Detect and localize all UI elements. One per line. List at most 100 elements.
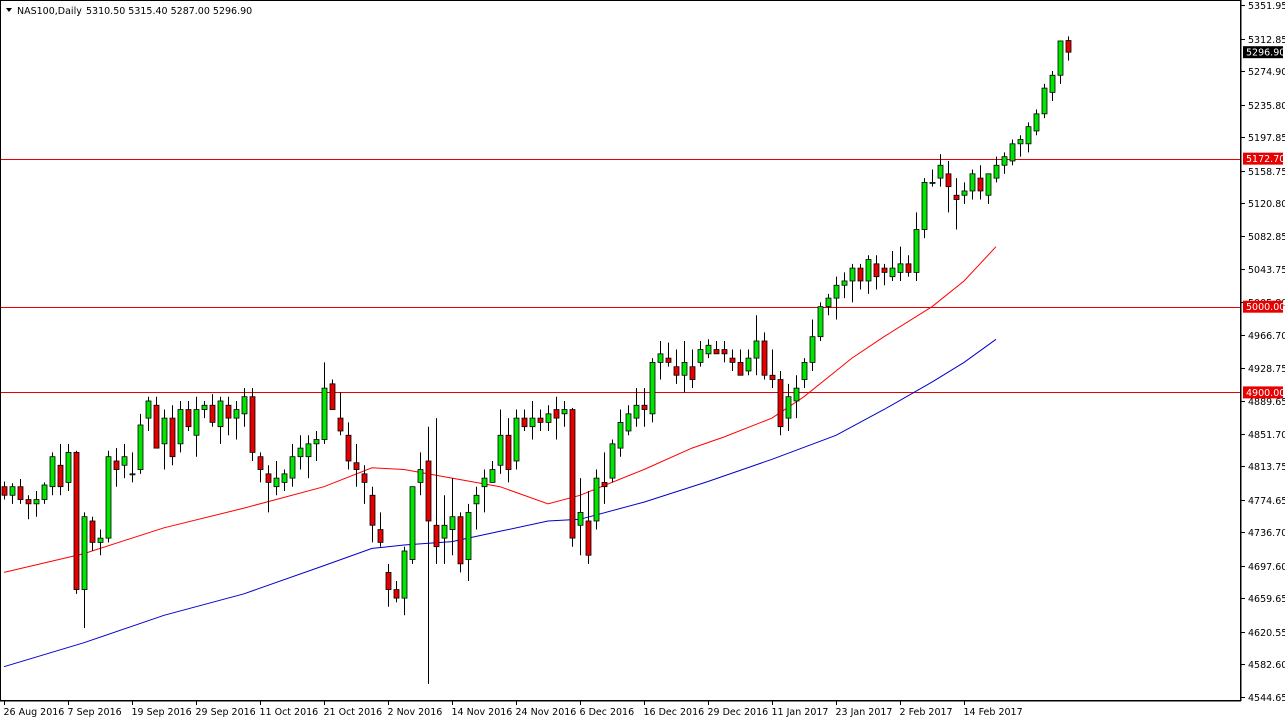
candle	[441, 495, 448, 564]
y-tick-label: 5235.80	[1248, 101, 1285, 112]
candle	[633, 388, 640, 427]
candle	[201, 400, 208, 419]
candle	[745, 349, 752, 376]
candle	[465, 503, 472, 581]
candle-body-bull	[137, 424, 144, 470]
candle	[561, 400, 568, 427]
chart-header: NAS100,Daily 5310.50 5315.40 5287.00 529…	[6, 6, 252, 17]
candle-body-bear	[257, 456, 264, 470]
candle-body-bull	[473, 494, 480, 505]
candle	[473, 486, 480, 530]
candle	[241, 388, 248, 427]
candle	[233, 400, 240, 440]
candle	[753, 315, 760, 376]
candle-body-bull	[561, 409, 568, 415]
candle	[585, 490, 592, 564]
candle-body-bear	[777, 379, 784, 428]
candle-body-bull	[993, 164, 1000, 179]
candle-body-bear	[73, 452, 80, 590]
candle-body-bear	[25, 499, 32, 505]
y-tick-label: 4966.70	[1248, 331, 1285, 342]
candle-body-bull	[841, 280, 848, 286]
candle	[73, 450, 80, 594]
candle	[625, 405, 632, 436]
x-tick-label: 24 Nov 2016	[516, 707, 577, 718]
y-tick-label: 4928.75	[1248, 364, 1285, 375]
candle-body-bull	[897, 263, 904, 273]
candle	[641, 388, 648, 427]
candle-body-bear	[457, 516, 464, 565]
candle	[209, 394, 216, 427]
candle	[273, 460, 280, 496]
candle-body-bull	[937, 164, 944, 179]
y-tick-label: 4659.65	[1248, 594, 1285, 605]
candle-body-bear	[329, 383, 336, 410]
candle-body-bull	[481, 477, 488, 488]
candle-body-bull	[681, 362, 688, 376]
candle	[1017, 135, 1024, 157]
candle-body-bull	[849, 267, 856, 282]
candle-body-bull	[889, 267, 896, 278]
candle	[977, 165, 984, 200]
y-tick-label: 5351.95	[1248, 1, 1285, 12]
candle	[841, 272, 848, 299]
candle	[521, 409, 528, 431]
candle-body-bear	[225, 404, 232, 419]
time-axis: 26 Aug 2016 7 Sep 2016 19 Sep 2016 29 Sep 2…	[4, 701, 1023, 718]
candle-body-bear	[1065, 40, 1072, 53]
candle	[377, 512, 384, 547]
collapse-triangle-icon[interactable]	[6, 8, 12, 12]
candle-body-bull	[305, 443, 312, 458]
candles	[1, 36, 1072, 684]
candle	[673, 349, 680, 384]
candle-body-bear	[353, 462, 360, 470]
price-tags: 5172.70 5000.00 4900.00 5296.90	[1243, 46, 1285, 399]
candle-body-bear	[537, 417, 544, 423]
candle-body-bull	[401, 550, 408, 599]
y-tick-label: 4544.65	[1248, 693, 1285, 704]
candle-body-bear	[905, 263, 912, 273]
candle-body-bear	[641, 404, 648, 410]
candle-body-bull	[705, 344, 712, 355]
candle	[1057, 40, 1064, 84]
candle-body-bull	[1001, 156, 1008, 166]
candle	[913, 212, 920, 281]
candle	[1065, 36, 1072, 61]
candle-body-bull	[1041, 87, 1048, 115]
candle	[65, 443, 72, 491]
candle	[825, 293, 832, 316]
x-tick-label: 14 Nov 2016	[452, 707, 513, 718]
candle	[1025, 122, 1032, 153]
level-price-tag-bg	[1243, 300, 1283, 313]
candle	[105, 450, 112, 543]
candle-body-bear	[569, 409, 576, 539]
candle-body-bear	[345, 434, 352, 462]
x-tick-label: 6 Dec 2016	[580, 707, 635, 718]
level-price-tag: 5000.00	[1243, 300, 1285, 313]
candle-body-bear	[881, 267, 888, 273]
candle-body-bull	[913, 229, 920, 273]
candle	[985, 173, 992, 204]
candle-body-bull	[33, 499, 40, 505]
candle	[737, 349, 744, 376]
candle	[681, 340, 688, 393]
candle-body-bull	[801, 362, 808, 380]
candle	[809, 319, 816, 371]
candle-body-bear	[713, 349, 720, 355]
current-price-tag: 5296.90	[1243, 46, 1285, 59]
candle	[449, 478, 456, 556]
candle	[225, 396, 232, 436]
price-axis: 5351.95 5312.85 5274.90 5235.80 5197.85 5158.…	[1241, 1, 1285, 704]
candle-body-bear	[433, 524, 440, 548]
candle-body-bull	[929, 181, 936, 184]
candle	[905, 255, 912, 277]
candle	[481, 469, 488, 513]
candle	[889, 250, 896, 281]
candle	[129, 452, 136, 483]
x-tick-label: 29 Sep 2016	[196, 707, 256, 718]
candle	[761, 332, 768, 380]
x-tick-label: 16 Dec 2016	[644, 707, 705, 718]
candle	[145, 396, 152, 431]
candle-body-bear	[857, 267, 864, 282]
